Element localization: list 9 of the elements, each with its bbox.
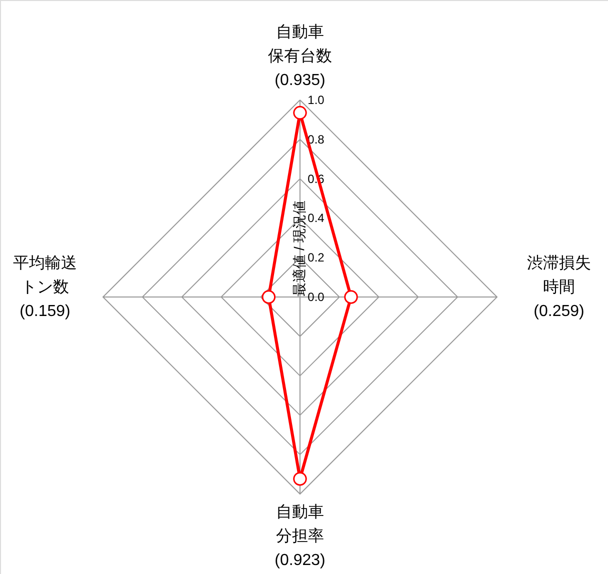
spoke-label: 渋滞損失時間(0.259): [527, 254, 591, 320]
y-tick-label: 0.0: [308, 290, 325, 304]
text: 最適値 / 現況値: [291, 200, 307, 296]
spoke-label: 自動車分担率(0.923): [274, 503, 326, 569]
spoke-label: 自動車保有台数(0.935): [268, 23, 332, 89]
y-tick-label: 0.2: [308, 250, 325, 265]
y-tick-label: 1.0: [308, 93, 325, 107]
y-tick-label: 0.4: [308, 211, 325, 226]
spoke-label: 平均輸送トン数(0.159): [13, 255, 77, 320]
